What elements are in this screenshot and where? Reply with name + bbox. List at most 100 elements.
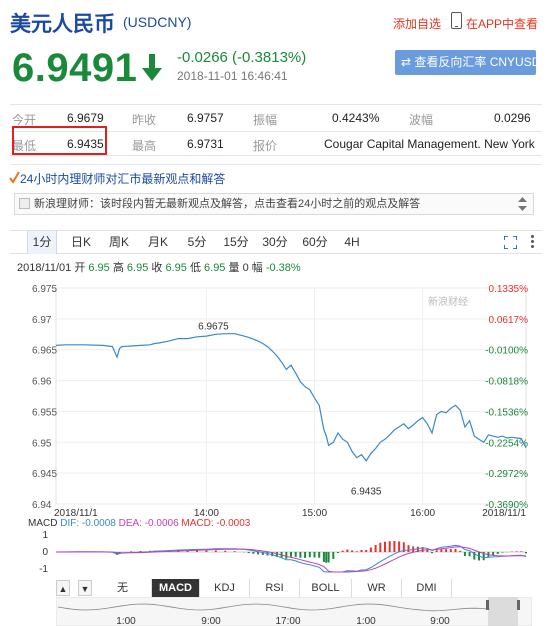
stat-value-high: 6.9731 — [187, 137, 224, 151]
indicator-tab-dmi[interactable]: DMI — [402, 579, 452, 597]
navigator-tick-label: 1:00 — [356, 616, 376, 626]
macd-bar — [294, 552, 297, 557]
quote-datetime: 2018-11-01 16:46:41 — [177, 69, 288, 83]
phone-icon — [451, 12, 462, 29]
macd-bar — [520, 551, 523, 552]
stat-label-quote-source: 报价 — [253, 139, 278, 153]
tab-5min[interactable]: 5分 — [187, 235, 207, 249]
x-tick-label: 14:00 — [194, 508, 219, 519]
indicator-tab-rsi[interactable]: RSI — [250, 579, 300, 597]
navigator-tick-label: 9:00 — [201, 616, 221, 626]
dea-line — [56, 546, 527, 573]
macd-bar — [261, 552, 264, 555]
stat-label-open: 今开 — [12, 113, 37, 127]
pct-tick-label: -0.2254% — [485, 438, 528, 449]
macd-bar — [337, 552, 339, 553]
stat-label-low: 最低 — [12, 139, 37, 153]
pct-tick-label: 0.1335% — [489, 284, 529, 295]
y-tick-label: 6.975 — [32, 284, 57, 295]
macd-bar — [421, 547, 424, 552]
view-in-app-link[interactable]: 在APP中查看 — [466, 17, 539, 31]
tab-weekly[interactable]: 周K — [108, 235, 129, 249]
y-tick-label: 6.945 — [32, 469, 57, 480]
macd-bar — [130, 551, 133, 552]
fullscreen-icon[interactable] — [504, 236, 517, 249]
watermark: 新浪财经 — [428, 295, 468, 308]
macd-bar — [252, 552, 255, 554]
plot-area — [55, 287, 527, 505]
reverse-rate-button[interactable]: ⇄ 查看反向汇率 CNYUSD — [395, 50, 540, 75]
tab-daily[interactable]: 日K — [70, 235, 91, 249]
tab-4h[interactable]: 4H — [344, 235, 360, 249]
indicator-tab-kdj[interactable]: KDJ — [200, 579, 250, 597]
current-price: 6.9491 — [12, 46, 138, 90]
ohlc-readout: 2018/11/01 开 6.95 高 6.95 收 6.95 低 6.95 量… — [17, 259, 301, 275]
indicator-tab-none[interactable]: 无 — [94, 579, 152, 597]
macd-bar — [299, 552, 302, 558]
macd-bar — [449, 548, 452, 552]
ohlc-volume: 0 — [242, 262, 249, 274]
stat-value-amplitude: 0.4243% — [332, 111, 380, 125]
macd-bar — [224, 550, 227, 552]
news-message-box[interactable]: 新浪理财师：该时段内暂无最新观点及解答，点击查看24小时之前的观点及解答 — [14, 193, 534, 215]
reverse-rate-label: 查看反向汇率 CNYUSD — [414, 55, 541, 69]
macd-bar — [360, 549, 363, 552]
advisor-avatar-icon — [19, 198, 30, 209]
checkmark-icon — [9, 171, 20, 184]
macd-bar — [318, 552, 321, 558]
indicator-tab-boll[interactable]: BOLL — [300, 579, 352, 597]
macd-bar — [196, 550, 198, 552]
macd-bar — [313, 552, 316, 558]
stat-value-prev-close: 6.9757 — [187, 111, 224, 125]
indicator-tab-macd[interactable]: MACD — [152, 579, 200, 597]
tab-monthly[interactable]: 月K — [147, 235, 168, 249]
macd-bar — [492, 552, 495, 556]
scroll-right-button[interactable]: ▼ — [78, 580, 92, 596]
news-heading[interactable]: 24小时内理财师对汇市最新观点和解答 — [20, 172, 226, 186]
stat-label-range: 波幅 — [409, 113, 434, 127]
pct-tick-label: -0.3690% — [485, 500, 528, 511]
macd-bar — [525, 552, 527, 554]
tab-15min[interactable]: 15分 — [223, 235, 249, 249]
page-header: 美元人民币 (USDCNY) 添加自选 在APP中查看 — [0, 0, 550, 44]
x-tick-label: 2018/11/1 — [482, 508, 526, 519]
tab-1min[interactable]: 1分 — [27, 231, 57, 254]
more-options-icon[interactable] — [531, 235, 535, 250]
y-tick-label: 6.95 — [32, 438, 52, 449]
macd-bar — [322, 552, 325, 563]
y-tick-label: 6.96 — [32, 377, 52, 388]
pct-tick-label: -0.1536% — [485, 407, 528, 418]
add-watchlist-link[interactable]: 添加自选 — [393, 17, 442, 31]
stats-table: 今开 6.9679 昨收 6.9757 振幅 0.4243% 波幅 0.0296… — [10, 104, 542, 156]
macd-y-tick: -1 — [39, 564, 48, 575]
pct-tick-label: -0.0100% — [485, 346, 528, 357]
macd-bar — [327, 552, 330, 563]
navigator-line — [57, 603, 491, 612]
swap-icon: ⇄ — [401, 55, 415, 69]
tab-30min[interactable]: 30分 — [262, 235, 288, 249]
macd-bar — [247, 552, 250, 554]
x-tick-label: 16:00 — [410, 508, 435, 519]
tab-60min[interactable]: 60分 — [302, 235, 328, 249]
ohlc-low: 6.95 — [204, 262, 226, 274]
price-line — [55, 333, 527, 462]
ohlc-high: 6.95 — [126, 262, 149, 274]
macd-bar — [257, 552, 260, 555]
scroll-left-button[interactable]: ▲ — [56, 580, 70, 596]
price-chart[interactable]: 6.975 0.1335% 6.97 0.0617% 6.965 -0.0100% 6.96… — [0, 276, 550, 576]
macd-bar — [304, 552, 307, 558]
ohlc-low-label: 低 — [189, 262, 201, 274]
macd-bar — [473, 552, 476, 560]
price-annotation: 6.9675 — [198, 321, 229, 332]
macd-bar — [384, 541, 386, 552]
macd-bar — [139, 550, 142, 552]
ohlc-date: 2018/11/01 — [17, 262, 72, 274]
range-navigator[interactable]: 1:00 9:00 17:00 1:00 9:00 — [56, 597, 532, 626]
scroll-arrows-icon[interactable] — [514, 195, 531, 213]
macd-bar — [308, 552, 311, 558]
ohlc-close: 6.95 — [165, 262, 187, 274]
indicator-tab-wr[interactable]: WR — [352, 579, 402, 597]
macd-bar — [496, 552, 499, 554]
macd-bar — [440, 548, 443, 552]
macd-bar — [482, 552, 485, 561]
